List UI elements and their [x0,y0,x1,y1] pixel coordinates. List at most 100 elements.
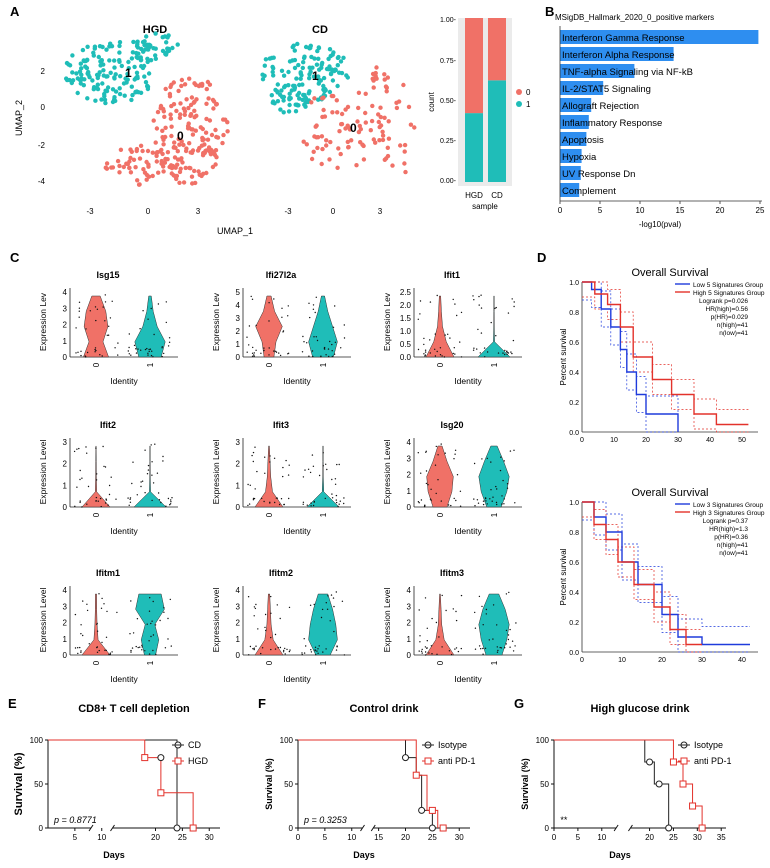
violin-point [302,476,305,478]
umap-point [177,180,182,185]
violin-point [79,478,81,481]
violin-point [506,350,508,352]
umap-point [192,108,197,114]
violin-point [169,598,171,601]
umap-point [96,73,101,78]
umap-point [101,68,106,73]
violin-point [315,296,317,298]
violin-point [100,607,103,609]
violin-point [506,487,509,489]
violin-point [78,316,80,318]
hallmark-bar-label: Apoptosis [562,135,604,146]
violin-point [317,652,319,654]
km-pvalue: p = 0.8771 [53,815,97,825]
km-xtick: 0 [552,833,557,842]
umap-point [135,74,140,79]
km-plot: Control drink Survival (%) 100 50 00 5 10 15 20 2… [264,703,476,860]
umap-point [134,146,140,152]
km-xtick: 25 [669,833,678,842]
violin-point [436,350,438,353]
violin-point [161,355,163,358]
violin-point [106,610,108,613]
hallmark-bar-label: Inflammatory Response [562,118,662,129]
violin-point [79,469,81,472]
umap-point [90,78,95,83]
umap-point [295,41,300,47]
violin-point [499,646,501,649]
violin-point [312,304,315,306]
umap-point [132,64,137,70]
survival-legend-low: Low 3 Signatures Group [693,502,763,509]
umap-point [142,39,147,44]
umap-point [271,73,276,78]
umap-point [192,115,197,120]
violin-point [287,474,290,476]
violin-point [77,351,79,353]
umap-point [118,74,123,79]
violin-point [514,502,516,504]
violin-point [480,294,482,296]
umap-point [92,44,98,49]
violin-point [80,354,82,357]
km-legend-b: anti PD-1 [438,756,476,766]
umap-point [296,103,301,108]
violin-point [325,648,327,650]
violin-point [444,452,446,454]
umap-xlabel: UMAP_1 [217,226,253,236]
km-ytick: 0 [545,824,550,833]
hallmark-bar [560,98,592,112]
umap-point [337,129,342,134]
violin-point [453,497,455,500]
violin-point [421,652,423,654]
violin-point [485,500,487,502]
umap-point [210,97,216,103]
survival-plot: Overall Survival 1.0 0.8 0.6 0.4 0.2 0.00 10 20 3… [559,487,765,664]
violin-point [277,646,279,649]
violin-point [129,633,131,635]
umap-point [82,77,87,82]
umap-point [316,56,321,61]
violin-point [343,324,345,326]
umap-point [74,71,79,76]
umap-point [339,121,345,127]
umap-point [168,84,173,90]
umap-point [373,70,378,76]
umap-point [70,53,75,58]
violin-point [510,351,512,353]
violin-point [141,480,144,482]
violin-point [281,307,283,309]
umap-point [135,55,140,61]
violin-point [283,649,285,652]
violin-point [248,503,251,505]
violin-point [269,455,271,457]
violin-plot: Ifit3 3 2 1 0 Expression Level 0 1 Identity [211,420,351,536]
violin-point [459,505,462,507]
km-xlabel: Days [353,850,375,860]
violin-point [167,497,170,500]
km-xlabel: Days [103,850,125,860]
violin-xtick: 1 [319,362,328,367]
umap-point [163,51,168,57]
violin-xtick: 1 [490,512,499,517]
violin-ylabel: Expression Level [382,440,392,505]
violin-ytick: 2.5 [400,288,412,297]
km-legend-b: anti PD-1 [694,756,732,766]
stacked-segment-0 [465,18,483,114]
umap-point [361,157,367,162]
violin-point [322,651,324,653]
umap-point [335,83,340,89]
umap-point [128,155,133,161]
umap-point [402,161,407,166]
umap-point [70,78,76,83]
km-marker-a [655,780,663,788]
umap-point [281,98,286,103]
umap-point [64,60,70,66]
violin-point [455,647,458,649]
umap-point [165,35,170,40]
violin-point [331,355,333,358]
umap-xtick: 3 [196,207,201,216]
violin-point [254,488,256,490]
violin-point [128,353,130,355]
umap-point [320,146,325,152]
violin-point [250,295,252,298]
